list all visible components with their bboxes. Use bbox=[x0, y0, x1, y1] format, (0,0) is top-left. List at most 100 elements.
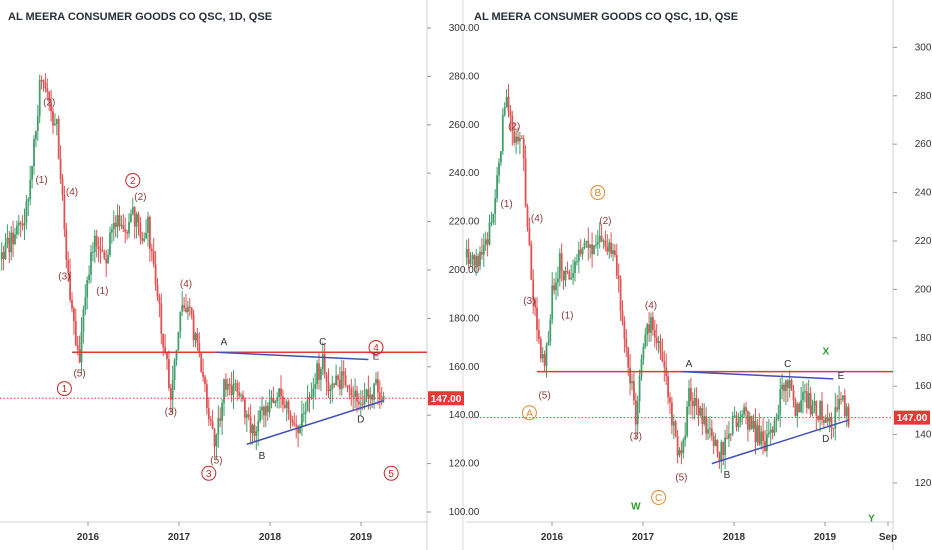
candle-body bbox=[318, 363, 320, 380]
candle-body bbox=[42, 80, 45, 83]
candle-body bbox=[484, 239, 487, 246]
candle-body bbox=[321, 354, 324, 370]
candle-body bbox=[602, 240, 605, 242]
candle-body bbox=[84, 297, 87, 310]
candle-body bbox=[608, 242, 611, 252]
wave-annotations: (2) (1) (4) (3) (5) (1) (2) (3) (4) (5) A B C D E bbox=[500, 122, 844, 484]
candle-body bbox=[54, 123, 56, 126]
candle-body bbox=[750, 416, 753, 429]
candle-body bbox=[293, 422, 296, 425]
candle-body bbox=[359, 403, 362, 405]
candle-body bbox=[31, 166, 33, 180]
chart-panel-left[interactable]: AL MEERA CONSUMER GOODS CO QSC, 1D, QSE 3… bbox=[0, 0, 480, 550]
candle-body bbox=[498, 162, 500, 176]
lower-trend-line[interactable] bbox=[711, 419, 849, 465]
candle-body bbox=[350, 388, 353, 396]
wave-label: (2) bbox=[508, 122, 520, 133]
wave-circle bbox=[368, 339, 384, 355]
wave-annotations: (2) (1) (4) (3) (5) (1) (2) (3) (4) (5) A B C D E bbox=[35, 97, 379, 466]
candle-body bbox=[19, 222, 22, 225]
candle-body bbox=[577, 249, 580, 262]
candle-body bbox=[373, 383, 375, 400]
candle-body bbox=[714, 440, 717, 446]
x-tick-label: 2016 bbox=[541, 532, 564, 543]
candle-body bbox=[230, 385, 233, 395]
candle-body bbox=[595, 244, 597, 246]
y-tick-label: 220.00 bbox=[449, 217, 480, 228]
candle-body bbox=[467, 248, 470, 264]
candle-body bbox=[276, 397, 279, 402]
candle-body bbox=[6, 237, 9, 244]
wave-label: (1) bbox=[561, 310, 573, 321]
candle-body bbox=[187, 306, 189, 312]
wave-circle bbox=[125, 172, 141, 188]
candle-body bbox=[739, 417, 742, 423]
candle-body bbox=[644, 334, 647, 347]
candle-body bbox=[511, 116, 514, 132]
candle-body bbox=[287, 401, 290, 414]
candle-body bbox=[238, 392, 241, 396]
candle-body bbox=[699, 407, 702, 416]
last-price-label: 147.00 bbox=[897, 413, 928, 424]
wave-label: (4) bbox=[180, 279, 192, 290]
candle-body bbox=[720, 441, 723, 462]
wave-label: (3) bbox=[165, 407, 177, 418]
candle-body bbox=[703, 416, 706, 425]
candle-body bbox=[526, 206, 529, 228]
candle-body bbox=[530, 244, 533, 280]
upper-trend-line[interactable] bbox=[216, 351, 369, 361]
candle-body bbox=[109, 232, 111, 255]
candle-body bbox=[691, 400, 694, 407]
wave-label: (2) bbox=[599, 216, 611, 227]
candle-body bbox=[815, 401, 818, 416]
candle-body bbox=[38, 80, 41, 117]
candle-body bbox=[228, 383, 231, 386]
candle-body bbox=[745, 407, 747, 412]
candle-body bbox=[824, 417, 827, 423]
candle-body bbox=[346, 385, 349, 388]
candle-body bbox=[93, 235, 96, 252]
candle-body bbox=[135, 213, 138, 227]
candle-body bbox=[735, 415, 738, 428]
candle-body bbox=[211, 421, 214, 429]
candle-body bbox=[118, 215, 121, 226]
lower-trend-line[interactable] bbox=[246, 399, 384, 445]
structure-labels: W X Y bbox=[631, 347, 875, 525]
candle-body bbox=[308, 397, 311, 399]
candle-body bbox=[74, 321, 77, 346]
candle-body bbox=[183, 305, 185, 309]
candle-body bbox=[82, 309, 85, 332]
x-tick-label: 2017 bbox=[632, 532, 655, 543]
candle-body bbox=[375, 379, 377, 384]
x-axis-ticks: 2016 2017 2018 2019 bbox=[77, 522, 373, 543]
candle-body bbox=[758, 425, 761, 445]
candle-body bbox=[560, 253, 563, 271]
candle-body bbox=[737, 422, 740, 428]
upper-trend-line[interactable] bbox=[681, 370, 834, 380]
candle-body bbox=[57, 119, 60, 159]
candle-body bbox=[217, 418, 220, 435]
candle-body bbox=[667, 375, 669, 398]
candle-body bbox=[101, 250, 104, 252]
candle-body bbox=[517, 136, 519, 142]
candle-body bbox=[471, 254, 474, 260]
candle-body bbox=[63, 194, 66, 230]
chart-panel-right[interactable]: AL MEERA CONSUMER GOODS CO QSC, 1D, QSE 3… bbox=[465, 0, 932, 550]
y-tick-label: 120.00 bbox=[449, 459, 480, 470]
candle-body bbox=[503, 106, 506, 115]
wave-label: (3) bbox=[58, 272, 70, 283]
candle-body bbox=[190, 307, 193, 315]
candle-body bbox=[756, 425, 759, 443]
candle-body bbox=[522, 138, 525, 159]
candle-body bbox=[264, 405, 267, 416]
candle-body bbox=[36, 116, 39, 131]
candle-body bbox=[481, 251, 483, 255]
candle-body bbox=[614, 250, 616, 255]
wave-label: (1) bbox=[500, 199, 512, 210]
y-tick-label: 140.00 bbox=[915, 430, 932, 441]
candle-body bbox=[166, 352, 168, 360]
candle-body bbox=[342, 371, 345, 376]
candle-body bbox=[716, 440, 719, 453]
candle-body bbox=[48, 91, 51, 102]
candle-body bbox=[669, 397, 671, 403]
